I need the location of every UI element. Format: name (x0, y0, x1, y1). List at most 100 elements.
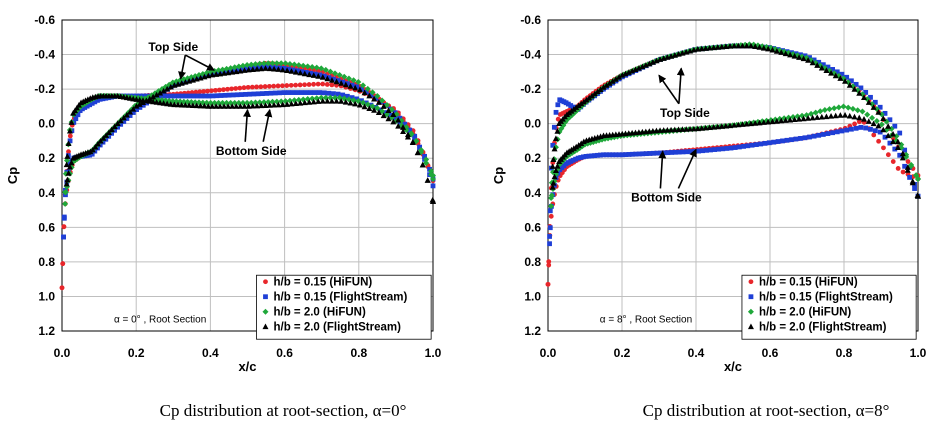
data-point (390, 111, 397, 117)
data-point (428, 168, 435, 175)
data-point (315, 73, 322, 79)
data-point (727, 42, 734, 49)
data-point (324, 82, 330, 87)
data-point (548, 203, 555, 210)
data-point (669, 150, 675, 155)
data-point (897, 152, 903, 158)
data-point (749, 142, 755, 148)
data-point (424, 177, 431, 183)
data-point (284, 67, 291, 73)
data-point (361, 103, 368, 110)
data-point (907, 175, 912, 180)
data-point (665, 150, 671, 156)
data-point (279, 101, 286, 108)
data-point (878, 121, 885, 128)
data-point (197, 89, 203, 95)
y-tick-label: 0.6 (524, 220, 541, 234)
data-point (241, 103, 248, 109)
data-point (300, 62, 307, 69)
data-point (197, 102, 204, 109)
data-point (256, 60, 263, 67)
data-point (100, 96, 106, 102)
data-point (239, 62, 246, 69)
data-point (698, 125, 705, 131)
data-point (553, 109, 559, 115)
data-point (580, 154, 586, 160)
data-point (422, 153, 427, 159)
data-point (756, 44, 763, 50)
legend-marker (747, 308, 754, 315)
data-point (840, 103, 847, 110)
data-point (285, 66, 291, 72)
data-point (839, 71, 845, 77)
data-point (260, 60, 267, 67)
data-point (856, 90, 863, 96)
data-point (282, 60, 289, 67)
data-point (265, 60, 272, 67)
data-point (310, 98, 317, 105)
data-point (805, 57, 812, 63)
data-point (364, 85, 371, 92)
data-point (554, 163, 561, 169)
data-point (226, 68, 232, 74)
data-point (134, 107, 139, 112)
data-point (157, 99, 164, 106)
data-point (698, 45, 705, 52)
data-point (899, 150, 906, 157)
data-point (299, 69, 305, 74)
data-point (108, 126, 115, 133)
data-point (333, 98, 340, 104)
data-point (222, 69, 228, 74)
data-point (397, 120, 403, 126)
data-point (851, 86, 858, 92)
data-point (915, 175, 921, 182)
data-point (856, 114, 863, 121)
data-point (566, 148, 573, 154)
data-point (281, 90, 287, 95)
data-point (277, 65, 283, 71)
data-point (92, 143, 99, 150)
data-point (780, 138, 785, 144)
data-point (319, 98, 326, 104)
data-point (825, 131, 831, 136)
data-point (548, 192, 555, 199)
data-point (604, 152, 609, 158)
data-point (182, 102, 189, 108)
data-point (186, 102, 193, 108)
y-tick-label: 0.0 (524, 117, 541, 131)
data-point (586, 153, 592, 159)
data-point (570, 145, 577, 151)
data-point (418, 147, 425, 154)
data-point (385, 115, 392, 122)
data-point (613, 152, 619, 158)
data-point (885, 123, 892, 129)
data-point (890, 159, 896, 164)
data-point (288, 82, 294, 88)
data-point (264, 64, 270, 70)
data-point (206, 71, 212, 77)
data-point (390, 118, 397, 125)
data-point (342, 81, 349, 88)
data-point (238, 66, 244, 72)
y-tick-label: -0.4 (520, 48, 541, 62)
data-point (760, 119, 767, 125)
data-point (400, 128, 407, 135)
legend-marker (263, 279, 268, 285)
data-point (313, 64, 320, 71)
data-point (322, 66, 329, 73)
data-point (578, 100, 585, 107)
data-point (568, 103, 574, 108)
data-point (201, 102, 208, 109)
data-point (887, 140, 893, 146)
data-point (234, 92, 240, 98)
data-point (352, 84, 359, 91)
data-point (295, 62, 302, 69)
data-point (175, 101, 182, 108)
data-point (375, 99, 382, 105)
data-point (258, 102, 265, 109)
data-point (281, 65, 287, 71)
data-point (238, 92, 244, 97)
data-point (837, 112, 844, 118)
data-point (871, 132, 877, 138)
data-point (714, 123, 721, 130)
